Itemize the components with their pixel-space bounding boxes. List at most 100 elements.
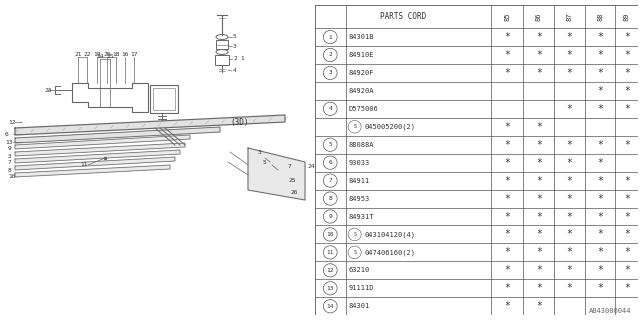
Text: S: S [353,250,356,255]
Text: 13: 13 [326,286,334,291]
Text: 6: 6 [5,132,9,137]
Polygon shape [15,143,185,156]
Text: 3: 3 [233,44,237,49]
Text: 8: 8 [8,167,12,172]
Text: 19: 19 [93,52,100,58]
Text: 91111D: 91111D [349,285,374,291]
Text: 10: 10 [326,232,334,237]
Text: *: * [566,68,572,78]
Text: 6: 6 [328,160,332,165]
Text: *: * [566,283,572,293]
Text: *: * [597,212,603,221]
Text: 23: 23 [44,87,52,92]
Text: *: * [597,194,603,204]
Text: AB43000044: AB43000044 [589,308,632,314]
Text: 045005200(2): 045005200(2) [364,124,415,130]
Text: *: * [624,68,630,78]
Bar [150,85,178,113]
Text: *: * [597,158,603,168]
Text: PARTS CORD: PARTS CORD [380,12,426,21]
Text: 84301: 84301 [349,303,370,309]
Text: *: * [624,283,630,293]
Text: 84911: 84911 [349,178,370,184]
Text: 86: 86 [536,12,541,21]
Text: *: * [566,247,572,257]
Text: 21: 21 [74,52,82,58]
Text: *: * [566,158,572,168]
Text: *: * [597,229,603,239]
Text: 63210: 63210 [349,267,370,273]
Text: 1: 1 [240,57,244,61]
Text: *: * [597,86,603,96]
Bar [215,55,229,65]
Text: 24: 24 [307,164,314,170]
Text: *: * [504,176,510,186]
Text: *: * [624,247,630,257]
Text: 7: 7 [8,161,12,165]
Text: *: * [536,140,541,150]
Text: (3D): (3D) [230,117,248,126]
Text: *: * [504,301,510,311]
Text: 9: 9 [328,214,332,219]
Text: *: * [597,32,603,42]
Text: *: * [566,104,572,114]
Text: *: * [566,176,572,186]
Text: 84920F: 84920F [349,70,374,76]
Text: *: * [536,176,541,186]
Bar [153,88,175,110]
Text: *: * [624,140,630,150]
Text: 84920A: 84920A [349,88,374,94]
Bar [216,40,228,49]
Text: *: * [624,176,630,186]
Text: *: * [536,229,541,239]
Text: 89: 89 [624,12,630,21]
Text: *: * [536,68,541,78]
Text: *: * [624,212,630,221]
Text: 14: 14 [96,54,104,60]
Text: 5: 5 [328,142,332,147]
Text: 84301B: 84301B [349,34,374,40]
Text: 26: 26 [290,190,298,196]
Text: 2: 2 [328,52,332,58]
Text: 93033: 93033 [349,160,370,166]
Text: *: * [597,104,603,114]
Text: *: * [536,194,541,204]
Text: 17: 17 [131,52,138,58]
Text: 88088A: 88088A [349,142,374,148]
Text: 7: 7 [328,178,332,183]
Text: 11: 11 [326,250,334,255]
Polygon shape [15,115,285,135]
Text: 10: 10 [8,174,15,180]
Text: 20: 20 [103,52,111,58]
Text: *: * [536,50,541,60]
Text: 88: 88 [597,12,603,21]
Text: S: S [353,124,356,129]
Text: *: * [566,50,572,60]
Text: *: * [624,86,630,96]
Text: *: * [566,229,572,239]
Text: *: * [504,229,510,239]
Text: 3: 3 [328,70,332,76]
Text: *: * [504,122,510,132]
Text: *: * [597,265,603,275]
Text: *: * [597,247,603,257]
Text: *: * [624,104,630,114]
Text: *: * [624,229,630,239]
Polygon shape [15,157,175,170]
Text: 7: 7 [288,164,292,170]
Text: *: * [597,50,603,60]
Text: 18: 18 [112,52,120,58]
Text: *: * [504,140,510,150]
Text: *: * [504,194,510,204]
Text: *: * [536,158,541,168]
Text: 84953: 84953 [349,196,370,202]
Text: 87: 87 [566,12,572,21]
Text: *: * [597,176,603,186]
Text: *: * [536,283,541,293]
Text: *: * [566,194,572,204]
Text: *: * [566,140,572,150]
Text: *: * [624,50,630,60]
Text: *: * [624,194,630,204]
Polygon shape [248,148,305,200]
Text: *: * [536,265,541,275]
